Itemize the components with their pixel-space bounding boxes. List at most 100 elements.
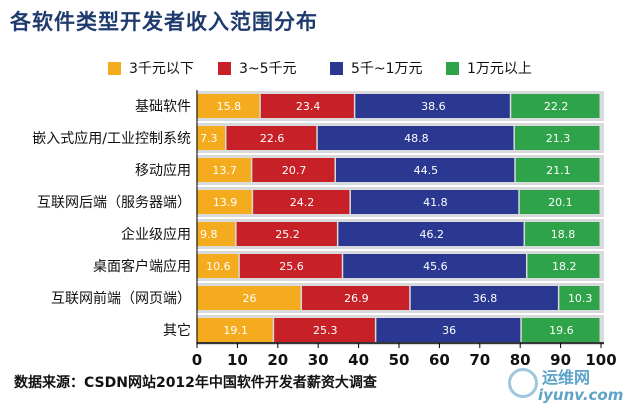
bar-segment [197,126,225,150]
bar-segment [355,94,510,118]
data-label: 20.1 [548,196,573,209]
chart-title: 各软件类型开发者收入范围分布 [10,10,318,34]
data-label: 46.2 [419,228,444,241]
bar-segment [239,254,342,278]
watermark-url: iyunv.com [538,386,624,404]
data-label: 44.5 [414,164,439,177]
data-label: 23.4 [296,100,321,113]
bar-segment [253,190,350,214]
bar-segment [350,190,519,214]
legend-label: 3千元以下 [129,61,194,77]
data-label: 25.6 [279,260,304,273]
bar-segment [317,126,514,150]
x-tick-label: 100 [585,351,616,369]
data-label: 10.6 [206,260,231,273]
x-tick-label: 80 [510,351,531,369]
data-label: 7.3 [200,132,218,145]
bar-segment [376,318,521,342]
bar-segment [197,254,239,278]
data-label: 45.6 [423,260,448,273]
bar-segment [197,222,236,246]
data-label: 38.6 [421,100,446,113]
data-label: 22.2 [544,100,569,113]
bar-segment [252,158,335,182]
bar-segment [197,158,251,182]
category-label: 基础软件 [135,98,191,115]
data-label: 18.2 [552,260,577,273]
legend-swatch [218,61,231,75]
data-label: 21.1 [546,164,571,177]
logo-circle-icon [508,368,538,398]
bar-segment [515,158,600,182]
x-tick-label: 10 [227,351,248,369]
x-tick-label: 60 [429,351,450,369]
bar-segment [226,126,317,150]
data-label: 48.8 [404,132,429,145]
bar-segment [511,94,600,118]
category-label: 互联网后端（服务器端） [37,195,191,211]
data-label: 15.8 [217,100,242,113]
x-tick-label: 70 [469,351,490,369]
bar-segment [197,286,301,310]
data-label: 25.2 [275,228,300,241]
legend-item: 5千~1万元 [330,58,423,78]
bar-segment [260,94,354,118]
legend-item: 1万元以上 [446,58,532,78]
category-label: 移动应用 [135,162,191,179]
legend-swatch [108,61,121,75]
bar-segment [302,286,410,310]
data-label: 20.7 [282,164,307,177]
bar-segment [335,158,515,182]
bar-segment [197,94,260,118]
data-label: 25.3 [313,324,338,337]
watermark-logo: 运维网 iyunv.com [508,360,624,408]
bar-segment [236,222,337,246]
legend-swatch [446,61,459,75]
watermark-cn: 运维网 [542,368,591,387]
data-source-note: 数据来源：CSDN网站2012年中国软件开发者薪资大调查 [14,375,377,391]
legend-label: 3~5千元 [239,61,297,77]
data-label: 36 [442,324,456,337]
bar-segment [338,222,524,246]
data-label: 26 [243,292,257,305]
data-label: 19.6 [549,324,574,337]
legend-item: 3千元以下 [108,58,194,78]
bar-segment [519,190,600,214]
data-label: 18.8 [551,228,576,241]
data-label: 24.2 [290,196,315,209]
data-label: 26.9 [344,292,369,305]
x-tick-label: 50 [389,351,410,369]
x-tick-label: 40 [348,351,369,369]
bar-segment [525,222,600,246]
data-label: 36.8 [473,292,498,305]
bar-segment [410,286,558,310]
bar-segment [514,126,600,150]
bar-segment [521,318,600,342]
data-label: 21.3 [546,132,571,145]
category-label: 嵌入式应用/工业控制系统 [32,130,191,147]
legend-item: 3~5千元 [218,58,297,78]
x-tick-label: 30 [308,351,329,369]
data-label: 22.6 [260,132,285,145]
bar-segment [197,318,273,342]
category-label: 桌面客户端应用 [93,258,191,275]
bar-segment [197,190,252,214]
category-label: 互联网前端（网页端） [51,290,191,307]
bar-segment [274,318,375,342]
x-tick-label: 90 [550,351,571,369]
bar-segment [343,254,526,278]
bar-segment [527,254,600,278]
data-label: 41.8 [423,196,448,209]
bar-segment [559,286,600,310]
x-tick-label: 20 [267,351,288,369]
data-label: 13.9 [213,196,238,209]
legend-swatch [330,61,343,75]
legend: 3千元以下 3~5千元 5千~1万元 1万元以上 [0,58,628,80]
category-label: 企业级应用 [121,226,191,243]
legend-label: 1万元以上 [467,61,532,77]
x-tick-label: 0 [192,351,202,369]
legend-label: 5千~1万元 [351,61,423,77]
data-label: 19.1 [223,324,248,337]
data-label: 13.7 [212,164,237,177]
